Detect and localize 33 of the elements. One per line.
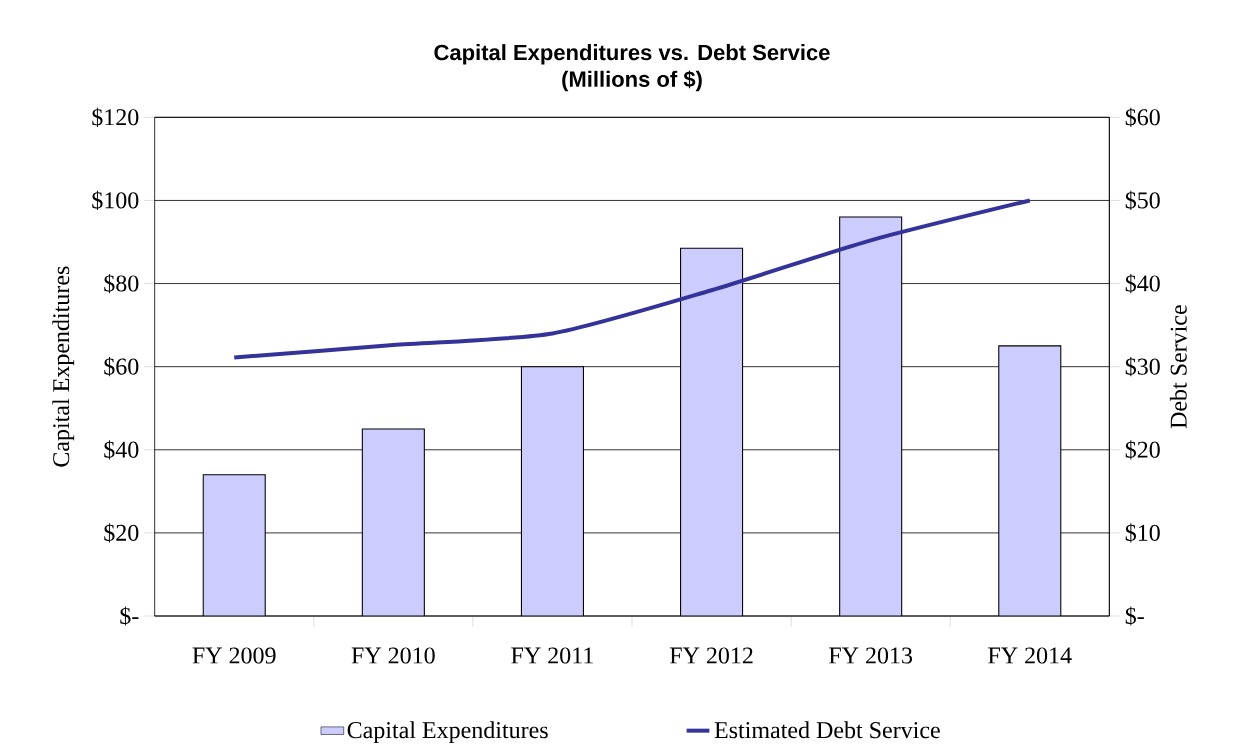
bar (361, 428, 425, 617)
bar (998, 345, 1062, 617)
y2-tick-label: $50 (1125, 191, 1160, 211)
y-tick-label: $100 (92, 191, 139, 211)
y-tick-label: $60 (104, 357, 139, 377)
y-tick-label: $- (120, 606, 139, 626)
y2-tick-label: $10 (1125, 523, 1160, 543)
y-axis-title: Capital Expenditures (52, 266, 75, 467)
y-tick-label: $40 (104, 440, 139, 460)
line-series (232, 198, 1032, 360)
x-tick-label: FY 2011 (511, 647, 593, 664)
x-tick-label: FY 2012 (669, 647, 753, 664)
y2-tick-label: $20 (1125, 440, 1160, 460)
y-tick-label: $80 (104, 274, 139, 294)
chart-title: Capital Expenditures vs. Debt Service (434, 44, 830, 65)
y-tick-label: $20 (104, 523, 139, 543)
y2-tick-label: $60 (1125, 107, 1160, 128)
legend-label: Capital Expenditures (347, 721, 548, 744)
bar (202, 474, 266, 617)
x-tick-label: FY 2009 (192, 647, 276, 664)
y2-axis-title: Debt Service (1169, 305, 1187, 429)
x-tick-label: FY 2014 (988, 647, 1072, 664)
y2-tick-label: $30 (1125, 357, 1160, 377)
y-tick-label: $120 (92, 107, 139, 128)
y2-tick-label: $40 (1125, 274, 1160, 294)
x-tick-label: FY 2013 (829, 647, 913, 664)
y2-tick-label: $- (1125, 606, 1144, 626)
bar (520, 366, 584, 617)
legend-label: Estimated Debt Service (714, 721, 940, 739)
chart-subtitle: (Millions of $) (562, 70, 702, 92)
x-tick-label: FY 2010 (351, 647, 435, 664)
bar (839, 216, 903, 617)
bar (680, 247, 744, 617)
